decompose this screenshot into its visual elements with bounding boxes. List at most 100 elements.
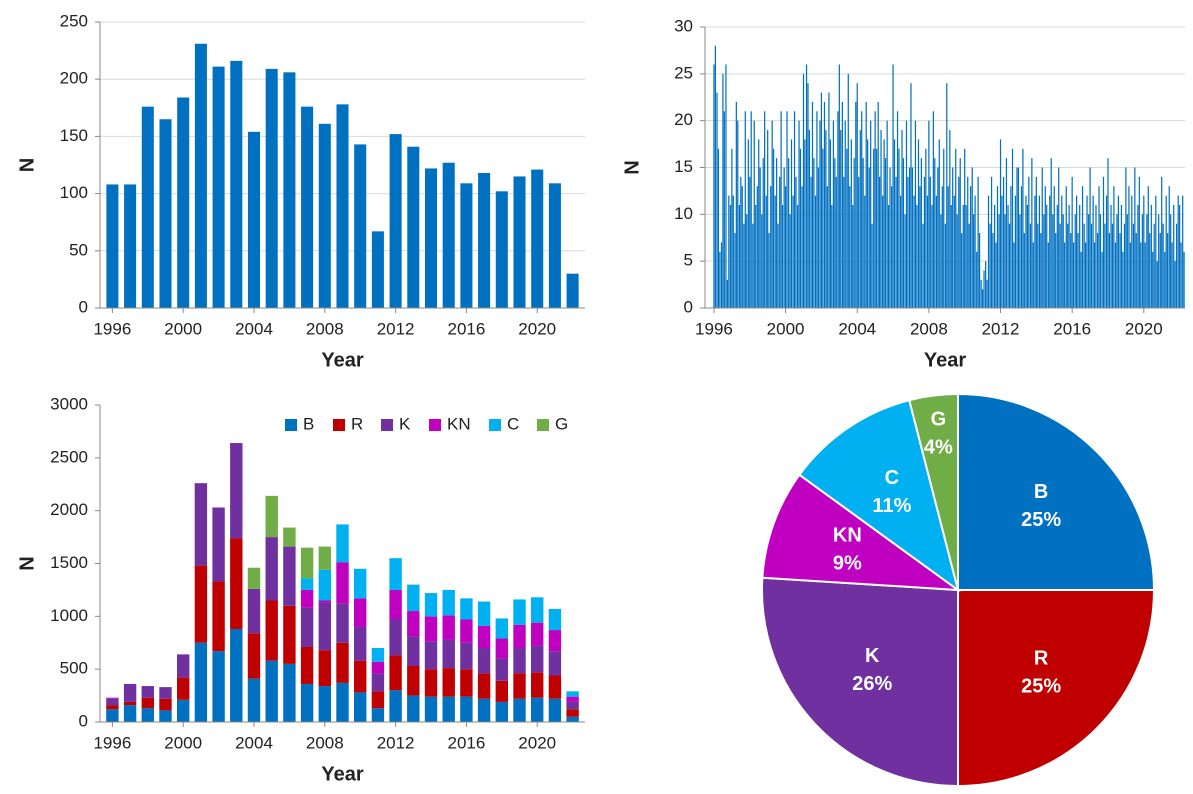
y-tick-label: 2500 — [50, 447, 88, 466]
bar-segment — [566, 701, 579, 710]
bar — [883, 139, 885, 308]
bar — [1156, 261, 1158, 308]
bar — [946, 83, 948, 308]
bar — [1174, 261, 1176, 308]
bar — [889, 167, 891, 308]
slice-value: 9% — [833, 552, 862, 574]
bar — [925, 148, 927, 308]
bar — [849, 186, 851, 308]
bar — [861, 111, 863, 308]
bar — [843, 176, 845, 308]
bar — [786, 111, 788, 308]
bar-segment — [442, 615, 455, 640]
bar-segment — [106, 697, 119, 699]
bar-segment — [371, 673, 385, 692]
bar — [1056, 204, 1058, 308]
bar-segment — [336, 603, 349, 643]
bar — [1050, 158, 1052, 308]
bar — [962, 204, 964, 308]
bar-segment — [389, 690, 402, 722]
bar — [914, 120, 917, 309]
bar — [880, 130, 882, 308]
bar — [870, 120, 872, 309]
bar-segment — [300, 589, 314, 608]
bar — [1170, 214, 1172, 308]
y-axis-title: N — [16, 158, 38, 172]
bar — [771, 120, 773, 309]
bar — [741, 186, 743, 308]
bar-segment — [176, 699, 190, 722]
bar — [908, 167, 911, 308]
y-tick-label: 0 — [79, 711, 88, 730]
bar-segment — [318, 546, 331, 570]
bar — [1134, 167, 1136, 308]
bar — [805, 64, 808, 308]
bar — [779, 176, 781, 308]
bar — [825, 130, 827, 308]
bar-segment — [407, 611, 420, 637]
legend-swatch — [489, 419, 501, 431]
bar — [1113, 186, 1115, 308]
bar — [1099, 214, 1102, 308]
bar — [752, 223, 754, 308]
bar — [944, 223, 946, 308]
bar — [1141, 214, 1143, 308]
legend-label: KN — [447, 414, 471, 433]
bar-segment — [247, 633, 261, 679]
bar — [867, 139, 869, 308]
bar — [886, 120, 888, 309]
bar — [1049, 195, 1051, 308]
bar-segment — [176, 654, 190, 678]
bar — [720, 242, 723, 308]
bar — [1102, 176, 1105, 308]
bar — [907, 176, 909, 308]
bar-segment — [548, 651, 562, 676]
y-tick-label: 500 — [60, 659, 88, 678]
bar — [1114, 242, 1117, 308]
bar-segment — [265, 495, 278, 538]
bar — [1068, 204, 1070, 308]
bar-segment — [513, 648, 526, 674]
bar — [478, 173, 491, 308]
bar — [1096, 233, 1099, 308]
bar — [1140, 242, 1142, 308]
bar-segment — [141, 686, 154, 698]
bar — [838, 64, 840, 308]
bar — [832, 120, 835, 309]
x-tick-label: 2000 — [164, 319, 202, 338]
bar — [978, 233, 981, 308]
bar — [865, 101, 867, 308]
bar — [895, 176, 897, 308]
bar-segment — [424, 641, 438, 670]
bar — [1026, 204, 1028, 308]
x-tick-label: 2004 — [235, 733, 273, 752]
bar — [1079, 204, 1081, 308]
bar — [793, 111, 796, 308]
bar — [318, 123, 331, 308]
bar — [1040, 233, 1042, 308]
bar — [1092, 195, 1094, 308]
bar — [762, 158, 764, 308]
bar — [780, 111, 782, 308]
bar-segment — [194, 565, 208, 643]
bar-segment — [318, 686, 331, 722]
bar — [1023, 233, 1025, 308]
bar — [819, 120, 821, 309]
bar-segment — [389, 589, 402, 620]
bar-segment — [176, 677, 190, 700]
bar — [977, 176, 979, 308]
bar — [938, 139, 940, 308]
x-tick-label: 2016 — [447, 319, 485, 338]
bar — [964, 148, 966, 308]
bar — [1135, 233, 1137, 308]
bar-segment — [442, 668, 455, 697]
bar-segment — [336, 562, 349, 604]
bar-segment — [265, 537, 278, 601]
bar — [1155, 195, 1157, 308]
bar-segment — [212, 651, 225, 722]
slice-value: 25% — [1021, 675, 1061, 697]
bar — [747, 139, 749, 308]
bar — [1016, 167, 1018, 308]
bar — [755, 204, 757, 308]
bar — [864, 195, 866, 308]
